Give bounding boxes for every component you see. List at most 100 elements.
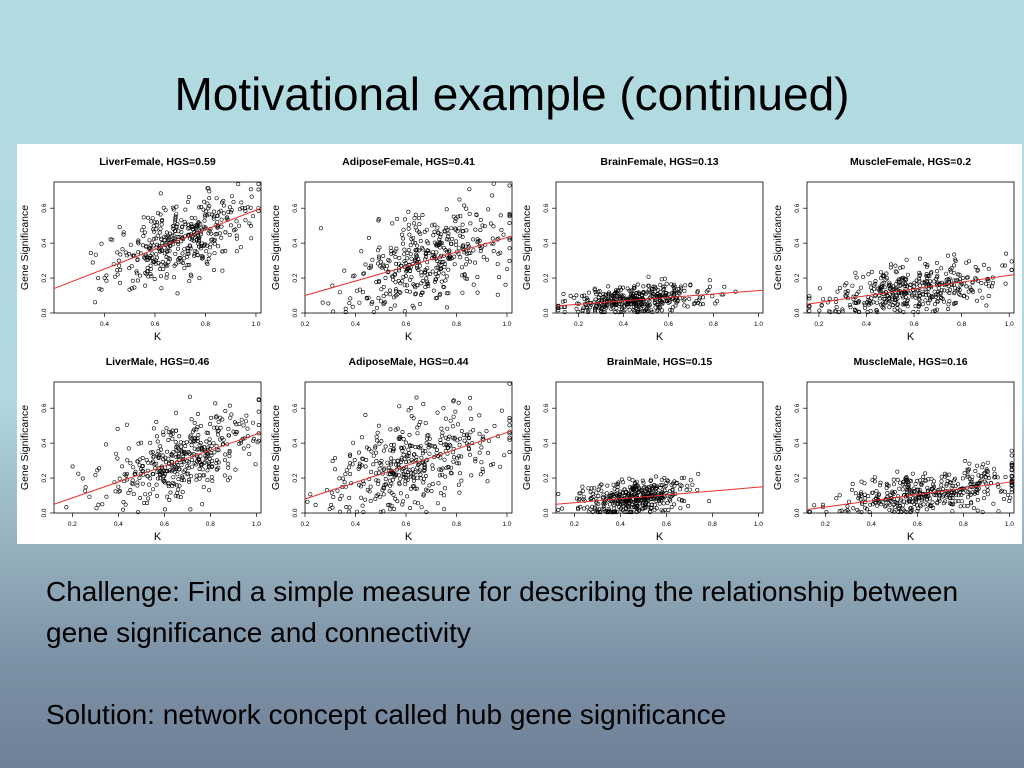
data-point [664, 281, 669, 286]
data-point [460, 234, 465, 239]
data-point [174, 212, 179, 217]
data-point [416, 462, 421, 467]
y-tick-label: 0.6 [292, 203, 299, 212]
data-point [215, 213, 220, 218]
data-point [369, 301, 374, 306]
x-tick-label: 0.6 [664, 321, 673, 328]
data-point [947, 299, 952, 304]
data-point [346, 509, 351, 514]
data-point [451, 459, 456, 464]
data-point [432, 279, 437, 284]
data-point [351, 440, 356, 445]
data-point [464, 228, 469, 233]
data-point [408, 486, 413, 491]
data-point [423, 268, 428, 273]
data-point [807, 296, 812, 301]
data-point [413, 291, 418, 296]
data-point [891, 491, 896, 496]
data-point [955, 482, 960, 487]
data-point [196, 432, 201, 437]
data-point [171, 480, 176, 485]
data-point [962, 471, 967, 476]
data-point [400, 429, 405, 434]
data-point [650, 286, 655, 291]
data-point [817, 286, 822, 291]
data-point [701, 295, 706, 300]
data-point [236, 182, 241, 187]
data-point [992, 466, 997, 471]
data-point [373, 471, 378, 476]
data-point [991, 501, 996, 506]
data-point [848, 305, 853, 310]
data-point [205, 468, 210, 473]
data-point [910, 471, 915, 476]
data-point [471, 237, 476, 242]
data-point [163, 263, 168, 268]
data-point [363, 464, 368, 469]
data-point [388, 306, 393, 311]
plot-frame [53, 381, 262, 514]
data-point [406, 226, 411, 231]
data-point [165, 250, 170, 255]
data-point [874, 308, 879, 313]
data-point [863, 496, 868, 501]
data-point [373, 450, 378, 455]
data-point [413, 445, 418, 450]
data-point [916, 487, 921, 492]
data-point [202, 444, 207, 449]
data-point [653, 474, 658, 479]
data-point [644, 485, 649, 490]
data-point [402, 247, 407, 252]
data-point [665, 478, 670, 483]
y-tick-label: 0.0 [794, 308, 801, 317]
data-point [99, 287, 104, 292]
data-point [146, 496, 151, 501]
data-point [897, 308, 902, 313]
data-point [391, 506, 396, 511]
data-point [668, 307, 673, 312]
data-point [910, 500, 915, 505]
data-point [151, 260, 156, 265]
data-point [657, 501, 662, 506]
data-point [187, 262, 192, 267]
data-point [878, 287, 883, 292]
data-point [386, 258, 391, 263]
data-point [854, 292, 859, 297]
data-point [160, 248, 165, 253]
data-point [452, 435, 457, 440]
data-point [175, 449, 180, 454]
data-point [664, 480, 669, 485]
data-point [164, 460, 169, 465]
data-point [926, 477, 931, 482]
data-point [430, 223, 435, 228]
data-point [161, 267, 166, 272]
data-point [856, 496, 861, 501]
data-point [632, 505, 637, 510]
data-point [867, 510, 872, 515]
data-point [986, 266, 991, 271]
data-point [399, 457, 404, 462]
data-point [594, 292, 599, 297]
data-point [415, 475, 420, 480]
data-point [446, 291, 451, 296]
data-point [166, 260, 171, 265]
data-point [641, 290, 646, 295]
data-point [464, 206, 469, 211]
data-point [846, 509, 851, 514]
data-point [973, 468, 978, 473]
y-axis-label: Gene Significance [772, 405, 784, 490]
data-point [507, 214, 512, 219]
data-point [707, 284, 712, 289]
data-point [406, 453, 411, 458]
data-point [654, 484, 659, 489]
data-point [375, 430, 380, 435]
data-point [648, 478, 653, 483]
data-point [337, 476, 342, 481]
data-point [378, 494, 383, 499]
data-point [902, 302, 907, 307]
data-point [401, 236, 406, 241]
data-point [903, 282, 908, 287]
data-point [385, 264, 390, 269]
data-point [120, 247, 125, 252]
data-point [869, 296, 874, 301]
